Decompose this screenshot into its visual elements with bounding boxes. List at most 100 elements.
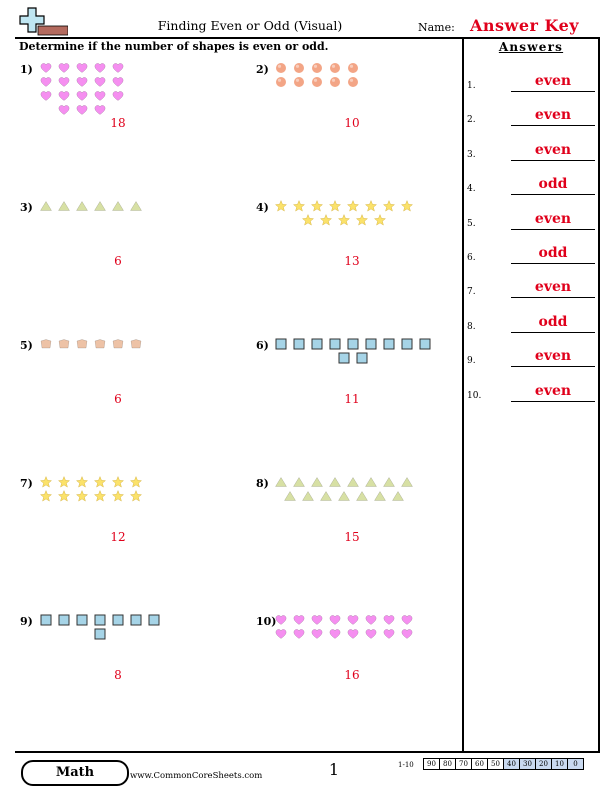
heart-shape: [94, 77, 106, 87]
square-shape: [365, 338, 377, 350]
shape-count: 13: [344, 254, 360, 268]
heart-shape: [58, 63, 70, 73]
answer-value: even: [534, 348, 572, 365]
shape-count: 16: [344, 668, 360, 682]
heart-shape: [112, 63, 124, 73]
heart-shape: [347, 615, 359, 625]
star-shape: [292, 200, 306, 212]
star-shape: [75, 489, 89, 502]
score-cell: 80: [439, 758, 456, 770]
heart-shape: [293, 629, 305, 639]
answer-value: even: [534, 73, 572, 89]
shape-group: [276, 63, 358, 87]
answer-column-divider: [462, 37, 464, 752]
shape-group: [275, 338, 431, 364]
heart-shape: [365, 615, 377, 625]
heart-shape: [94, 105, 106, 115]
answer-number: 8.: [467, 321, 476, 332]
square-shape: [76, 614, 88, 626]
star-shape: [129, 489, 143, 502]
answer-value: odd: [538, 245, 568, 261]
star-shape: [373, 213, 387, 226]
shape-count: 10: [344, 116, 360, 130]
star-shape: [346, 200, 360, 212]
score-cell: 20: [535, 758, 552, 770]
star-shape: [355, 213, 369, 226]
shape-count: 6: [114, 254, 122, 268]
answer-number: 10.: [467, 390, 482, 401]
star-shape: [275, 200, 288, 212]
square-shape: [347, 338, 359, 350]
triangle-shape: [392, 491, 404, 501]
answer-number: 7.: [467, 287, 476, 298]
heart-shape: [40, 63, 52, 73]
triangle-shape: [293, 477, 305, 487]
score-table: 90 80 70 60 50 40 30 20 10 0: [423, 758, 584, 770]
triangle-shape: [302, 491, 314, 501]
circle-shape: [330, 63, 340, 73]
triangle-shape: [338, 491, 350, 501]
problem-number: 7): [20, 477, 33, 490]
star-shape: [310, 200, 324, 212]
pentagon-shape: [58, 339, 70, 349]
answer-value: even: [534, 210, 572, 227]
circle-shape: [348, 63, 358, 73]
square-shape: [356, 352, 368, 364]
problem-number: 8): [256, 477, 269, 490]
heart-shape: [76, 63, 88, 73]
answer-number: 1.: [467, 81, 476, 91]
problem-number: 1): [20, 63, 33, 76]
shape-count: 11: [344, 392, 360, 406]
score-cell: 0: [567, 758, 584, 770]
pentagon-shape: [76, 339, 88, 349]
problem-number: 4): [256, 201, 269, 214]
answer-number: 6.: [467, 253, 476, 263]
heart-shape: [94, 91, 106, 101]
heart-shape: [76, 91, 88, 101]
triangle-shape: [76, 201, 88, 211]
shape-count: 12: [110, 530, 126, 544]
answer-key-label: Answer Key: [470, 16, 580, 35]
heart-shape: [94, 63, 106, 73]
problem-number: 9): [20, 615, 33, 628]
heart-shape: [347, 629, 359, 639]
answer-line: [511, 400, 595, 402]
score-cell: 90: [423, 758, 440, 770]
score-cell: 30: [519, 758, 536, 770]
square-shape: [40, 614, 52, 626]
star-shape: [328, 200, 342, 212]
shape-group: [275, 200, 414, 226]
shape-group: [40, 614, 160, 640]
subject-badge: [21, 760, 129, 786]
top-divider: [15, 37, 600, 39]
answer-line: [511, 228, 595, 230]
shape-group: [275, 477, 413, 501]
square-shape: [94, 614, 106, 626]
score-range-label: 1-10: [398, 761, 414, 769]
square-shape: [148, 614, 160, 626]
heart-shape: [275, 615, 287, 625]
square-shape: [338, 352, 350, 364]
answers-header: Answers: [498, 40, 564, 54]
heart-shape: [383, 629, 395, 639]
circle-shape: [348, 77, 358, 87]
score-cell: 60: [471, 758, 488, 770]
heart-shape: [329, 615, 341, 625]
answer-number: 5.: [467, 218, 476, 229]
star-shape: [111, 489, 125, 502]
heart-shape: [76, 77, 88, 87]
answer-number: 9.: [467, 356, 476, 367]
answer-number: 2.: [467, 115, 476, 126]
star-shape: [93, 476, 107, 488]
heart-shape: [112, 77, 124, 87]
heart-shape: [311, 629, 323, 639]
heart-shape: [383, 615, 395, 625]
shape-count: 18: [110, 116, 126, 130]
problem-number: 10): [256, 615, 277, 628]
subject-label: Math: [55, 765, 95, 780]
right-border: [598, 37, 600, 752]
triangle-shape: [58, 201, 70, 211]
triangle-shape: [40, 201, 52, 211]
shape-count: 15: [344, 530, 360, 544]
star-shape: [319, 213, 333, 226]
